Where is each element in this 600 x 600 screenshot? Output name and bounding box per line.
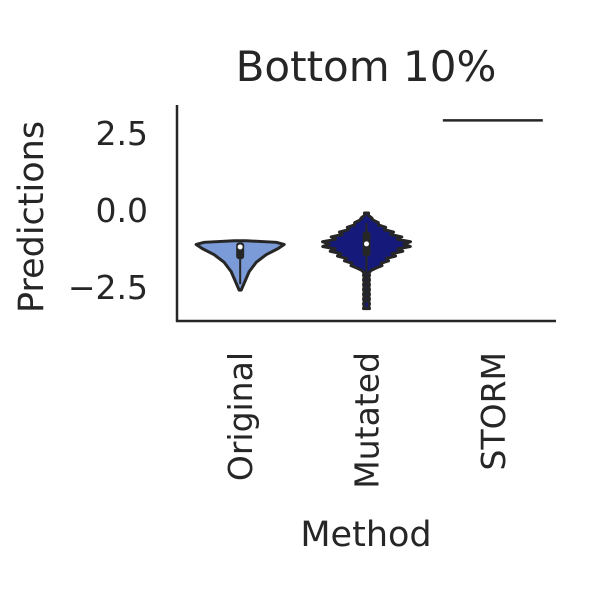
y-axis-label: Predictions — [12, 121, 52, 313]
chart-title: Bottom 10% — [236, 42, 497, 91]
violin-mutated — [320, 211, 413, 311]
x-tick-label: Original — [221, 352, 260, 481]
x-tick-label: Mutated — [348, 352, 387, 489]
y-tick-label: 0.0 — [96, 191, 148, 230]
violin-median — [364, 241, 369, 247]
x-tick-label: STORM — [474, 352, 513, 470]
violin-median — [237, 244, 243, 250]
x-ticks: Original Mutated STORM — [221, 352, 513, 489]
violin-original — [194, 239, 286, 292]
y-ticks: 2.5 0.0 −2.5 — [68, 114, 148, 307]
y-tick-label: 2.5 — [96, 114, 148, 153]
violins — [194, 119, 543, 311]
x-axis-label: Method — [300, 515, 431, 555]
y-tick-label: −2.5 — [68, 268, 148, 307]
